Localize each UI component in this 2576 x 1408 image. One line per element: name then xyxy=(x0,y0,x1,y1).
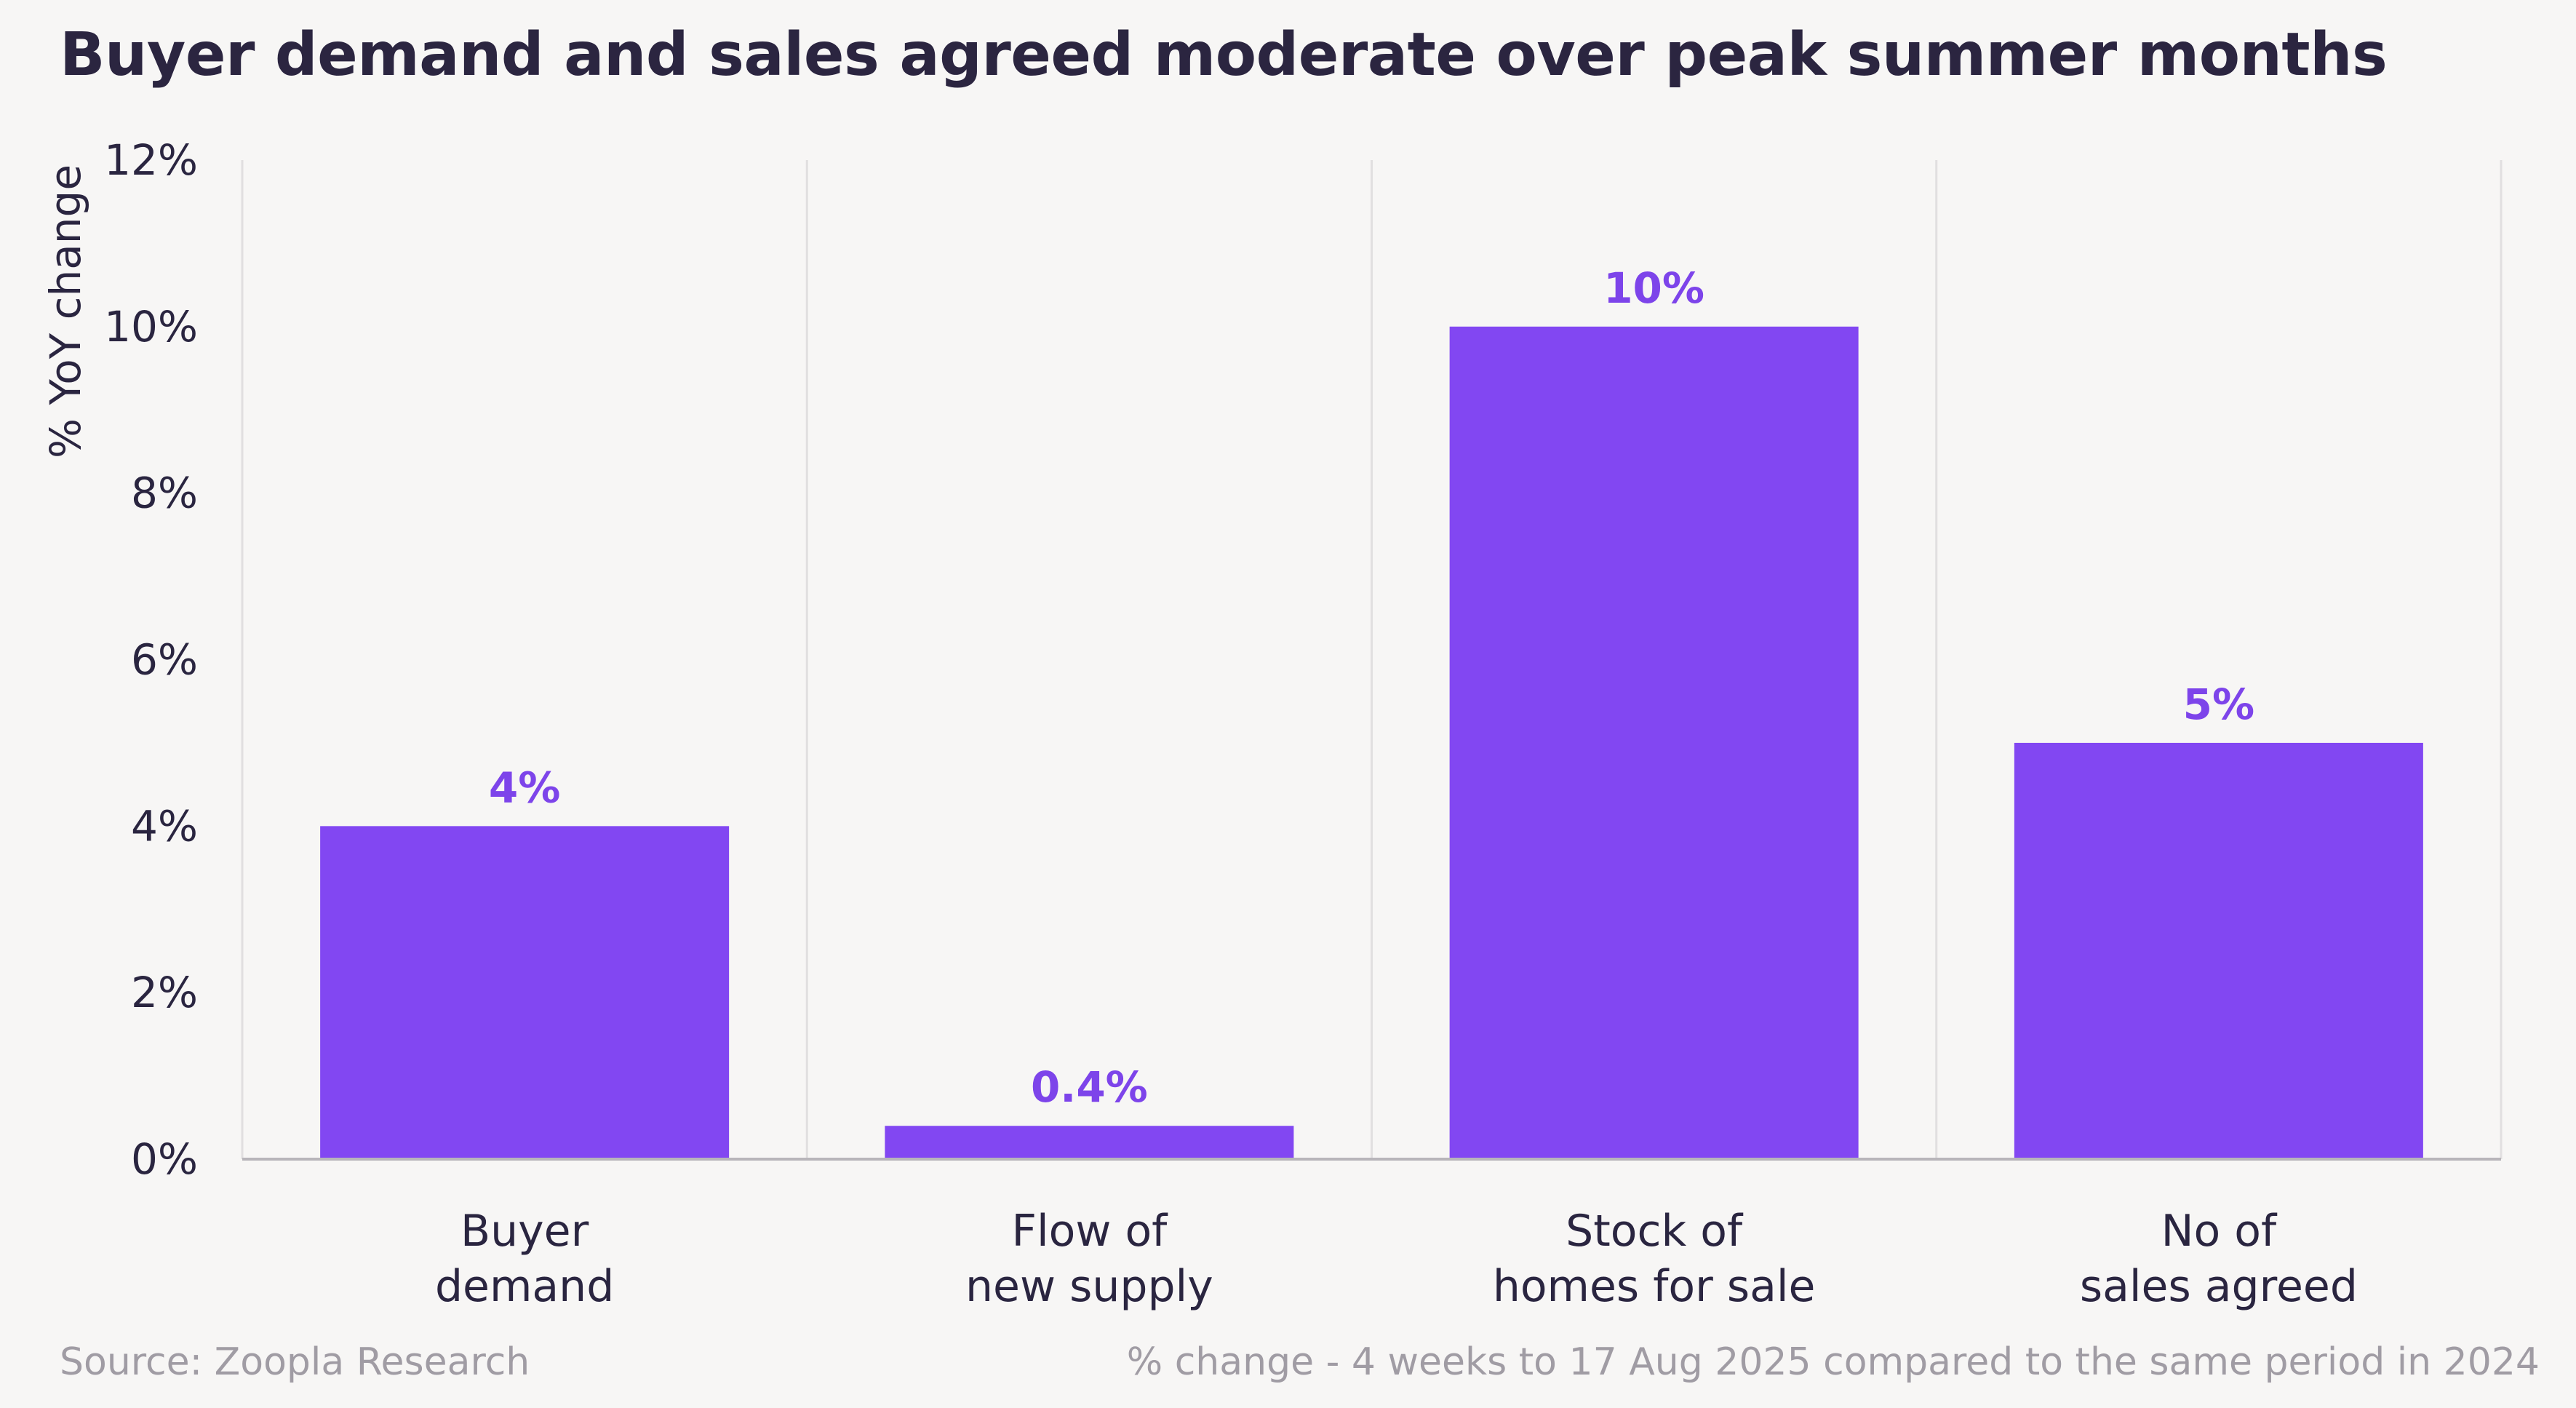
y-tick-label: 4% xyxy=(131,801,198,851)
bar xyxy=(885,1126,1294,1159)
period-note: % change - 4 weeks to 17 Aug 2025 compar… xyxy=(1126,1340,2540,1384)
x-tick-label: homes for sale xyxy=(1493,1261,1816,1312)
data-label: 0.4% xyxy=(1031,1062,1148,1112)
y-tick-label: 8% xyxy=(131,469,198,518)
data-label: 4% xyxy=(489,763,560,812)
data-label: 5% xyxy=(2183,680,2254,729)
x-tick-label: Flow of xyxy=(1011,1206,1168,1257)
y-tick-label: 2% xyxy=(131,968,198,1017)
data-label: 10% xyxy=(1603,263,1704,313)
x-tick-label: demand xyxy=(435,1261,614,1312)
grid-lines xyxy=(241,160,2503,1159)
bars xyxy=(320,326,2423,1159)
y-tick-label: 12% xyxy=(104,135,198,185)
bar xyxy=(320,826,730,1159)
x-tick-label: No of xyxy=(2161,1206,2278,1257)
x-tick-label: new supply xyxy=(965,1261,1213,1312)
bar xyxy=(2014,742,2423,1159)
x-tick-label: Stock of xyxy=(1566,1206,1744,1257)
axes: 0% 2% 4% 6% 8% 10% 12% % YoY change xyxy=(41,135,2501,1184)
x-tick-label: Buyer xyxy=(460,1206,589,1257)
bar xyxy=(1449,326,1859,1159)
y-tick-label: 10% xyxy=(104,302,198,351)
y-tick-label: 0% xyxy=(131,1134,198,1184)
source-note: Source: Zoopla Research xyxy=(60,1340,530,1384)
x-tick-label: sales agreed xyxy=(2080,1261,2358,1312)
y-tick-label: 6% xyxy=(131,635,198,685)
chart-title: Buyer demand and sales agreed moderate o… xyxy=(60,20,2388,90)
y-axis-label: % YoY change xyxy=(41,164,90,458)
